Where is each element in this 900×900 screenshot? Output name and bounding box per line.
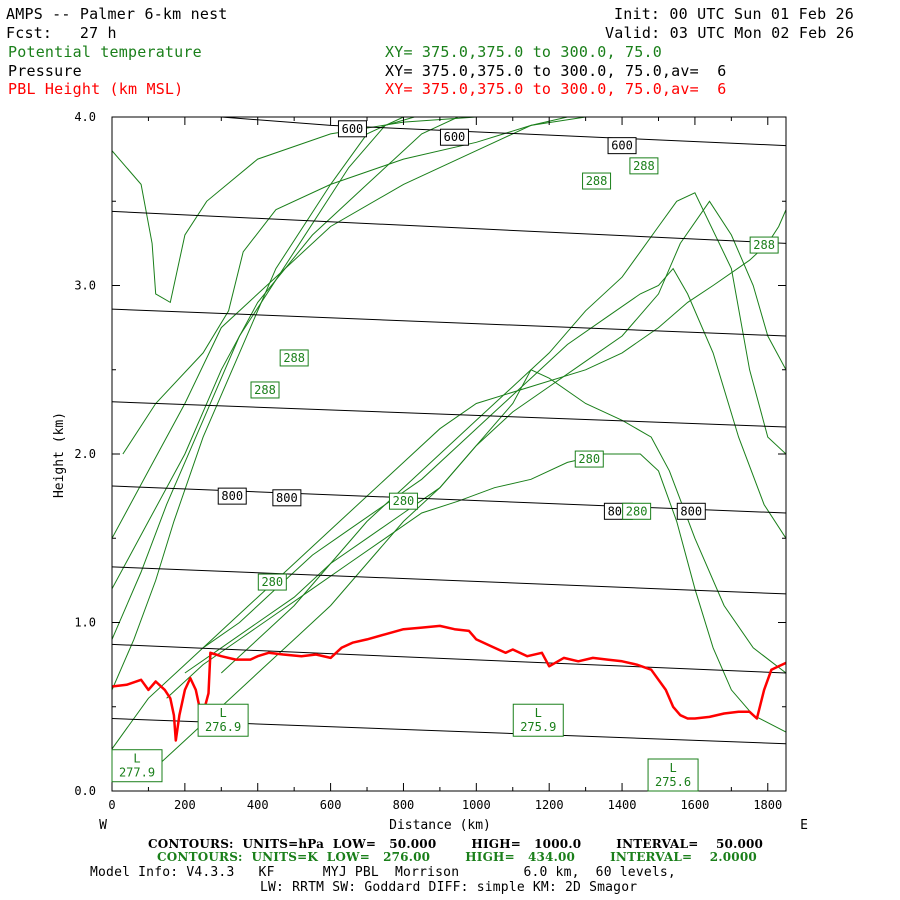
legend-pressure-xy: XY= 375.0,375.0 to 300.0, 75.0,av= 6 [385,62,727,80]
theta-contour [184,369,786,674]
isobar-label-box [676,502,706,520]
theta-contour [220,192,786,674]
low-letter: L [133,752,140,766]
isobar-label-box [439,128,469,146]
low-box [512,703,564,737]
low-letter: L [535,706,542,720]
x-tick-label: 1600 [680,798,709,812]
theta-label: 288 [586,174,608,188]
x-tick-label: 1200 [535,798,564,812]
theta-label: 280 [393,494,415,508]
isobar-label: 600 [444,130,466,144]
theta-contour [122,117,586,455]
theta-contour [202,267,786,649]
low-box [111,749,163,783]
x-tick-label: 800 [393,798,415,812]
theta-label: 288 [633,159,655,173]
x-tick-label: 1400 [608,798,637,812]
isobar-600 [112,210,786,244]
legend-pbl-name: PBL Height (km MSL) [8,80,184,98]
theta-label-box [250,381,280,399]
theta-contour [112,117,459,590]
low-value: 275.6 [655,775,691,789]
footer-pressure-contours: CONTOURS: UNITS=hPa LOW= 50.000 HIGH= 10… [148,837,764,851]
x-axis-label: Distance (km) [389,818,491,833]
y-axis-label: Height (km) [52,412,67,498]
west-label: W [99,818,107,833]
footer-theta-contours: CONTOURS: UNITS=K LOW= 276.00 HIGH= 434.… [157,850,757,864]
isobar-label: 600 [611,139,633,153]
isobar-label: 800 [276,491,298,505]
isobar-label-box [272,489,302,507]
pbl-height-line [112,624,786,742]
low-value: 275.9 [520,720,556,734]
fcst-label: Fcst: [6,24,53,42]
theta-label-box [279,349,309,367]
isobar-650 [112,308,786,337]
chart-title: AMPS -- Palmer 6-km nest [6,5,228,23]
theta-label: 288 [753,238,775,252]
theta-label: 280 [261,575,283,589]
theta-label-box [257,573,287,591]
east-label: E [800,818,808,833]
low-box [197,703,249,737]
theta-contour [112,117,404,691]
forecast-hour: Fcst: 27 h [6,25,117,41]
footer-physics: LW: RRTM SW: Goddard DIFF: simple KM: 2D… [260,880,638,895]
theta-contour [112,209,786,750]
theta-contour [148,200,786,775]
theta-label-box [582,172,612,190]
x-tick-label: 200 [174,798,196,812]
x-tick-label: 600 [320,798,342,812]
isobar-label: 800 [221,489,243,503]
cross-section-chart: 0 200 400 600 800 1000 1200 1400 1600 1800 0.0 1.0 2… [52,110,808,833]
y-tick-label: 0.0 [74,784,96,798]
isobar-label-box [607,137,637,155]
theta-label: 288 [283,351,305,365]
isobar-800 [112,566,786,595]
x-tick-label: 400 [247,798,269,812]
y-tick-label: 4.0 [74,110,96,124]
legend-pbl-xy: XY= 375.0,375.0 to 300.0, 75.0,av= 6 [385,80,727,98]
valid-time: Valid: 03 UTC Mon 02 Feb 26 [605,25,854,41]
isobar-label: 600 [342,122,364,136]
theta-contour [112,117,568,539]
y-tick-label: 1.0 [74,616,96,630]
valid-label: Valid: [605,24,661,42]
x-tick-label: 0 [108,798,115,812]
x-tick-label: 1000 [462,798,491,812]
theta-label: 280 [626,504,648,518]
isobar-700 [112,401,786,428]
low-value: 277.9 [119,766,155,780]
theta-contour [112,117,482,304]
y-tick-label: 3.0 [74,279,96,293]
theta-label-box [574,450,604,468]
valid-value: 03 UTC Mon 02 Feb 26 [669,24,855,42]
theta-label-box [629,157,659,175]
theta-label-box [622,502,652,520]
theta-label: 280 [578,452,600,466]
init-time: Init: 00 UTC Sun 01 Feb 26 [614,6,854,22]
theta-label-box [388,492,418,510]
isobar-label-box [337,120,367,138]
legend-theta-xy: XY= 375.0,375.0 to 300.0, 75.0 [385,43,662,61]
low-letter: L [669,761,676,775]
low-box [647,758,699,792]
legend-pressure-name: Pressure [8,62,82,80]
isobar-label: 800 [680,504,702,518]
theta-label-box [749,236,779,254]
init-label: Init: [614,5,661,23]
legend-theta-name: Potential temperature [8,43,202,61]
low-letter: L [220,706,227,720]
low-value: 276.9 [205,720,241,734]
theta-contour [166,453,786,733]
footer-model-info: Model Info: V4.3.3 KF MYJ PBL Morrison 6… [90,865,676,880]
x-tick-label: 1800 [753,798,782,812]
fcst-value: 27 h [79,24,117,42]
theta-label: 288 [254,383,276,397]
isobar-label-box [217,487,247,505]
isobar-850 [112,643,786,674]
y-tick-label: 2.0 [74,447,96,461]
init-value: 00 UTC Sun 01 Feb 26 [669,5,855,23]
